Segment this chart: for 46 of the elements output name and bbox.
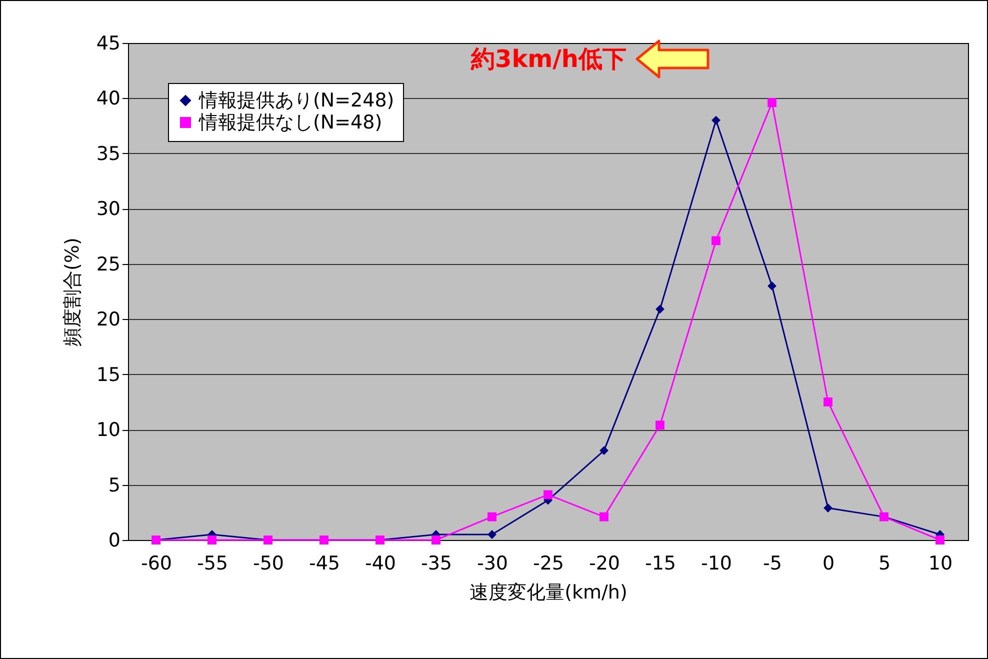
point — [712, 236, 720, 246]
y-tick-label: 10 — [96, 419, 120, 442]
point — [656, 420, 664, 430]
point — [432, 536, 440, 544]
annotation: 約3km/h低下 — [471, 44, 627, 75]
y-tick-label: 25 — [96, 253, 120, 276]
legend-label: 情報提供あり(N=248) — [198, 90, 394, 112]
x-axis-title: 速度変化量(km/h) — [470, 582, 628, 604]
point — [600, 446, 608, 456]
point — [544, 490, 552, 500]
x-tick-label: -30 — [476, 552, 508, 574]
x-tick-label: -15 — [644, 552, 676, 574]
x-tick-label: -20 — [588, 552, 620, 574]
x-tick-label: -50 — [252, 552, 284, 574]
x-tick-label: -40 — [364, 552, 396, 574]
point — [824, 397, 832, 406]
y-tick-label: 35 — [96, 142, 120, 165]
x-tick-label: 10 — [928, 552, 953, 574]
point — [712, 116, 720, 125]
point — [824, 504, 832, 512]
y-axis-title: 頻度割合(%) — [61, 238, 84, 346]
y-tick-label: 45 — [96, 32, 120, 54]
y-tick-label: 20 — [96, 308, 120, 331]
point — [488, 512, 496, 522]
y-tick-label: 40 — [96, 88, 120, 110]
x-tick-label: 5 — [878, 552, 891, 574]
legend-label: 情報提供なし(N=48) — [198, 112, 382, 134]
x-tick-label: -10 — [700, 552, 732, 574]
point — [768, 98, 776, 108]
x-tick-label: -35 — [420, 552, 452, 574]
point — [936, 536, 944, 544]
y-tick-label: 15 — [96, 364, 120, 386]
y-tick-label: 5 — [108, 474, 120, 496]
point — [208, 536, 216, 544]
y-tick-label: 0 — [108, 530, 120, 552]
x-tick-label: -25 — [532, 552, 564, 574]
x-tick-label: -60 — [140, 552, 172, 574]
x-tick-label: 0 — [822, 552, 835, 574]
x-tick-label: -45 — [308, 552, 340, 574]
x-tick-label: -55 — [196, 552, 228, 574]
point — [768, 282, 776, 290]
point — [656, 304, 664, 314]
y-tick-label: 30 — [96, 198, 120, 220]
x-tick-label: -5 — [763, 552, 782, 574]
point — [600, 512, 608, 522]
point — [488, 530, 496, 539]
